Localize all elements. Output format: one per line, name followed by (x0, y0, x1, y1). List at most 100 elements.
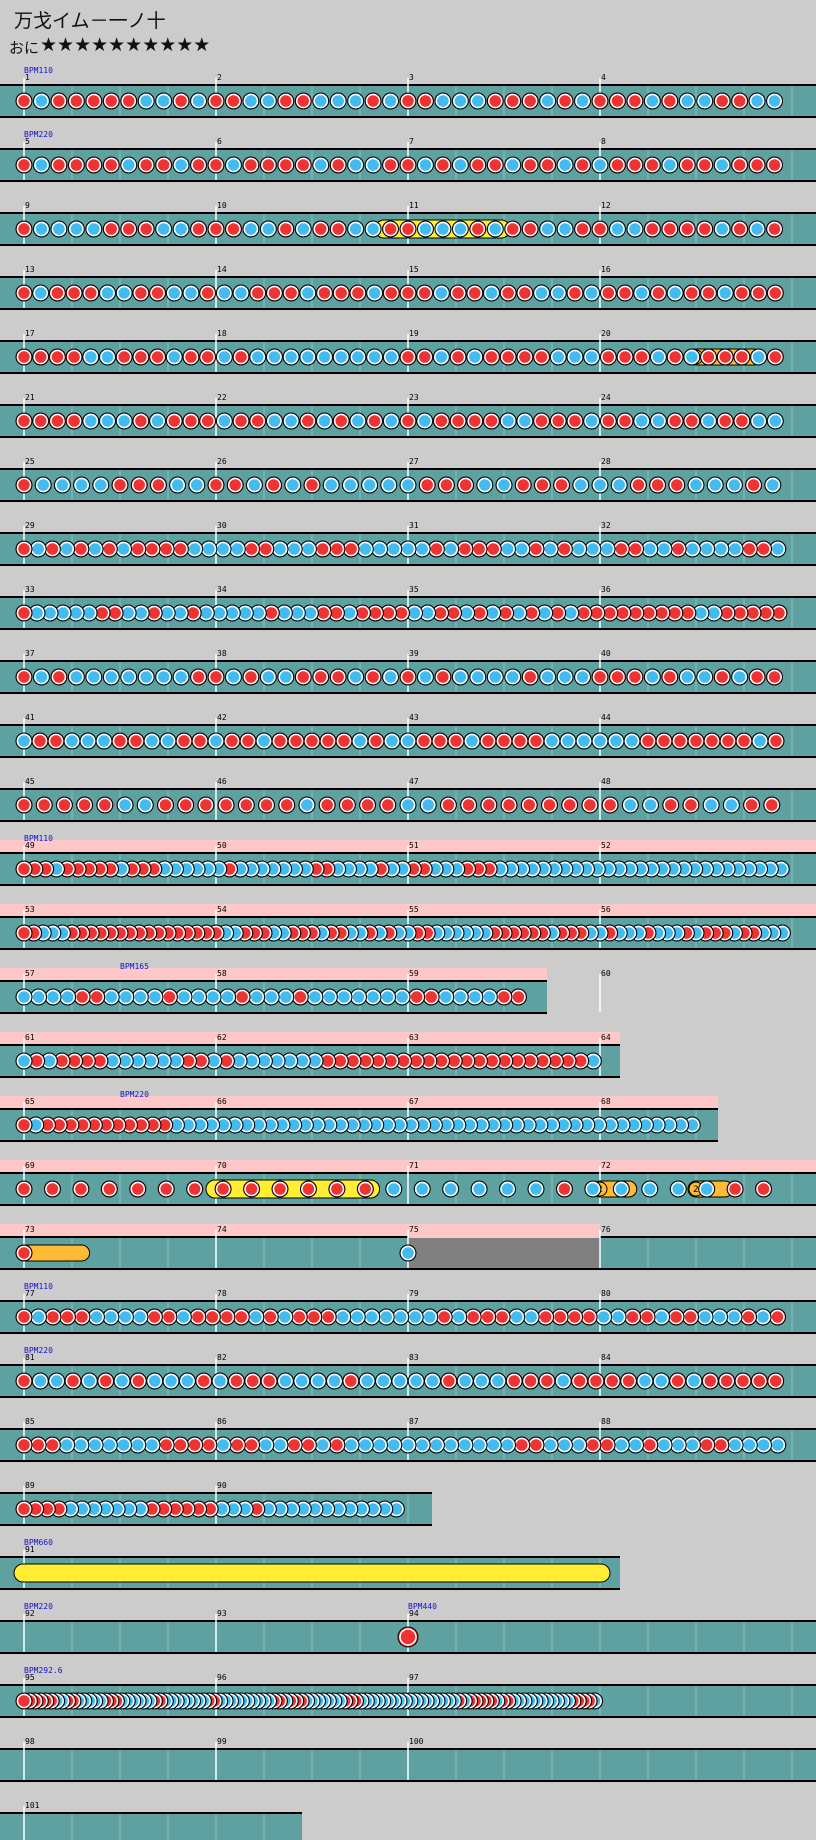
note-ring (383, 93, 398, 109)
don-note (435, 1308, 453, 1326)
ka-note (669, 1180, 687, 1198)
note-ring (551, 349, 566, 365)
don-note (43, 1180, 61, 1198)
note-ring (477, 477, 493, 493)
note-ring (656, 733, 672, 749)
note-ring (98, 1373, 113, 1389)
don-note (504, 220, 522, 238)
bpm-marker: BPM292.6 (24, 1666, 63, 1675)
note-ring (443, 1181, 458, 1197)
note-ring (156, 221, 171, 237)
don-note (696, 220, 714, 238)
ka-note (451, 988, 469, 1006)
measure-number: 53 (25, 905, 35, 914)
don-note (591, 220, 609, 238)
note-ring (189, 477, 205, 493)
note-ring (138, 93, 154, 109)
ka-note (731, 668, 749, 686)
note-ring (416, 733, 432, 749)
measure-number: 43 (409, 713, 419, 722)
don-note (319, 1308, 337, 1326)
note-ring (96, 733, 112, 749)
note-ring (333, 285, 349, 301)
note-ring (592, 733, 608, 749)
don-note (15, 1436, 33, 1454)
measure-number: 33 (25, 585, 35, 594)
ka-note (137, 92, 155, 110)
ka-note (626, 220, 644, 238)
don-note (698, 1436, 716, 1454)
measure-number: 39 (409, 649, 419, 658)
note-ring (69, 221, 84, 237)
measure-number: 100 (409, 1737, 424, 1746)
note-ring (523, 1373, 538, 1389)
don-note (294, 668, 312, 686)
note-ring (66, 285, 82, 301)
ka-note (271, 540, 289, 558)
note-ring (506, 1373, 522, 1389)
ka-note (29, 540, 47, 558)
measure-number: 11 (409, 201, 419, 210)
ka-note (82, 412, 100, 430)
ka-note (653, 1308, 671, 1326)
note-ring (333, 413, 349, 429)
note-ring (313, 221, 328, 237)
don-note (449, 348, 467, 366)
don-note (332, 284, 350, 302)
note-ring (434, 413, 449, 429)
note-ring (278, 1373, 293, 1389)
ka-note (696, 92, 714, 110)
note-ring (208, 733, 224, 749)
don-note (232, 412, 250, 430)
don-note (719, 732, 737, 750)
note-ring (320, 733, 336, 749)
note-ring (701, 349, 716, 365)
ka-note (583, 412, 601, 430)
note-ring (697, 669, 712, 685)
ka-note (146, 988, 164, 1006)
don-note (342, 540, 360, 558)
don-note (232, 1308, 250, 1326)
note-ring (33, 349, 48, 365)
measure-number: 85 (25, 1417, 35, 1426)
ka-note (392, 1308, 410, 1326)
note-ring (121, 93, 136, 109)
don-note (418, 476, 436, 494)
don-note (566, 1308, 584, 1326)
note-ring (317, 349, 332, 365)
measure-number: 92 (25, 1609, 35, 1618)
don-note (416, 284, 434, 302)
don-note (342, 1372, 360, 1390)
note-ring (637, 1373, 653, 1389)
measure-number: 79 (409, 1289, 419, 1298)
note-ring (267, 349, 282, 365)
don-note (50, 156, 68, 174)
measure-number: 77 (25, 1289, 35, 1298)
note-ring (551, 285, 566, 301)
ka-note (700, 412, 718, 430)
ka-note (276, 1308, 294, 1326)
ka-note (329, 92, 347, 110)
ka-note (207, 732, 225, 750)
note-ring (33, 1373, 48, 1389)
measure-number: 26 (217, 457, 227, 466)
measure-number: 56 (601, 905, 611, 914)
ka-note (549, 284, 567, 302)
don-note (382, 156, 400, 174)
note-ring (752, 1373, 767, 1389)
ka-note (245, 476, 263, 494)
measure-number: 90 (217, 1481, 227, 1490)
note-ring (522, 93, 538, 109)
don-note (127, 732, 145, 750)
don-note (687, 732, 705, 750)
note-ring (386, 1181, 402, 1197)
ka-note (299, 348, 317, 366)
don-note (58, 1308, 76, 1326)
don-note (466, 284, 484, 302)
note-ring (539, 1373, 555, 1389)
don-note (15, 1116, 33, 1134)
note-ring (383, 157, 398, 173)
note-ring (764, 797, 780, 813)
note-ring (384, 285, 399, 301)
ka-note (190, 988, 208, 1006)
